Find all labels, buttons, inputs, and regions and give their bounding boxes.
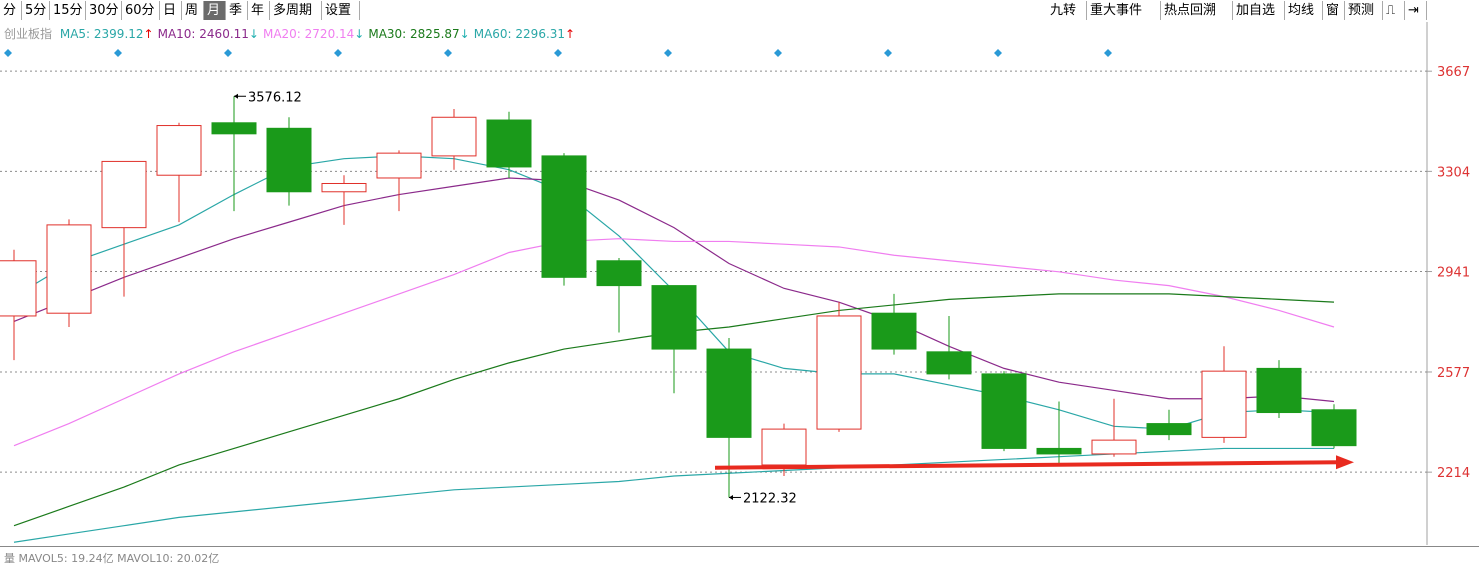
candle-body [651, 285, 697, 350]
tool-button-6[interactable]: 预测 [1345, 1, 1383, 20]
event-marker [334, 49, 342, 57]
period-tab-6[interactable]: 周 [182, 1, 204, 20]
volume-legend: 量 MAVOL5: 19.24亿 MAVOL10: 20.02亿 [4, 552, 220, 565]
period-tab-4[interactable]: 60分 [122, 1, 160, 20]
period-tab-0[interactable]: 分 [0, 1, 22, 20]
event-marker [1104, 49, 1112, 57]
period-tab-1[interactable]: 5分 [22, 1, 50, 20]
candle-body [1036, 447, 1082, 455]
tool-button-4[interactable]: 均线 [1285, 1, 1323, 20]
event-marker [664, 49, 672, 57]
candle-body [211, 122, 257, 135]
index-name: 创业板指 [4, 27, 53, 41]
tool-button-3[interactable]: 加自选 [1233, 1, 1285, 20]
candle-body [0, 260, 37, 317]
candle-body [1146, 423, 1192, 436]
candle-body [706, 348, 752, 438]
annotation-arrowhead [729, 494, 733, 500]
candle-body [101, 160, 147, 229]
y-tick-label: 2941 [1437, 266, 1470, 281]
period-tab-5[interactable]: 日 [160, 1, 182, 20]
candle-body [1201, 370, 1247, 438]
candle-body [596, 260, 642, 287]
ma-items: MA5: 2399.12↑ MA10: 2460.11↓ MA20: 2720.14… [60, 27, 579, 41]
event-marker [884, 49, 892, 57]
candle-body [981, 373, 1027, 449]
event-marker [444, 49, 452, 57]
period-tab-8[interactable]: 季 [226, 1, 248, 20]
candle-body [266, 127, 312, 193]
event-marker [114, 49, 122, 57]
candle-body [761, 428, 807, 466]
trend-arrow-head [1336, 455, 1354, 470]
y-tick-label: 3304 [1437, 165, 1470, 180]
annotation-label: 2122.32 [743, 491, 797, 506]
candle-body [321, 182, 367, 193]
candle-body [871, 312, 917, 350]
event-marker [994, 49, 1002, 57]
ma-label-4: MA60: 2296.31 [473, 27, 566, 41]
annotation-arrowhead [234, 93, 238, 99]
ma-legend: 创业板指 MA5: 2399.12↑ MA10: 2460.11↓ MA20: 27… [4, 25, 583, 42]
candle-body [156, 125, 202, 176]
period-tab-7[interactable]: 月 [204, 1, 226, 20]
event-marker [224, 49, 232, 57]
period-tab-2[interactable]: 15分 [50, 1, 86, 20]
volume-divider [0, 546, 1479, 547]
tool-button-2[interactable]: 热点回溯 [1161, 1, 1233, 20]
candle-body [541, 155, 587, 278]
candle-body [1256, 367, 1302, 414]
tool-button-1[interactable]: 重大事件 [1087, 1, 1161, 20]
ma-arrow-0: ↑ [143, 27, 154, 41]
pin-right-icon[interactable]: ⇥ [1405, 1, 1427, 20]
ma-label-1: MA10: 2460.11 [157, 27, 249, 41]
annotation-label: 3576.12 [248, 90, 302, 105]
candle-body [46, 224, 92, 314]
period-tab-3[interactable]: 30分 [86, 1, 122, 20]
candle-body [1311, 409, 1357, 447]
ma-arrow-3: ↓ [459, 27, 470, 41]
ma-arrow-1: ↓ [248, 27, 259, 41]
ma-label-2: MA20: 2720.14 [262, 27, 355, 41]
restore-icon[interactable]: ⎍ [1383, 1, 1405, 20]
tool-button-5[interactable]: 窗 [1323, 1, 1345, 20]
y-tick-label: 2577 [1437, 366, 1470, 381]
ma-arrow-4: ↑ [565, 27, 576, 41]
candle-body [926, 351, 972, 375]
candle-body [486, 119, 532, 168]
ma-label-0: MA5: 2399.12 [59, 27, 144, 41]
candle-body [376, 152, 422, 179]
event-marker [4, 49, 12, 57]
ma-label-3: MA30: 2825.87 [368, 27, 460, 41]
candle-body [1091, 439, 1137, 455]
period-tab-11[interactable]: 设置 [322, 1, 360, 20]
event-marker [774, 49, 782, 57]
ma-line-ma10 [13, 177, 1335, 403]
candle-body [431, 116, 477, 157]
period-tab-10[interactable]: 多周期 [270, 1, 322, 20]
y-tick-label: 3667 [1437, 65, 1470, 80]
period-toolbar: 分 5分 15分 30分 60分日周月季年多周期 设置 九转 重大事件 热点回溯 加自选 均线窗预测… [0, 0, 1479, 22]
period-tab-9[interactable]: 年 [248, 1, 270, 20]
event-marker [554, 49, 562, 57]
tool-button-0[interactable]: 九转 [1047, 1, 1087, 20]
ma-line-ma20 [13, 238, 1335, 447]
trend-arrow-shaft [714, 460, 1341, 470]
ma-arrow-2: ↓ [354, 27, 365, 41]
y-tick-label: 2214 [1437, 466, 1470, 481]
candle-body [816, 315, 862, 430]
